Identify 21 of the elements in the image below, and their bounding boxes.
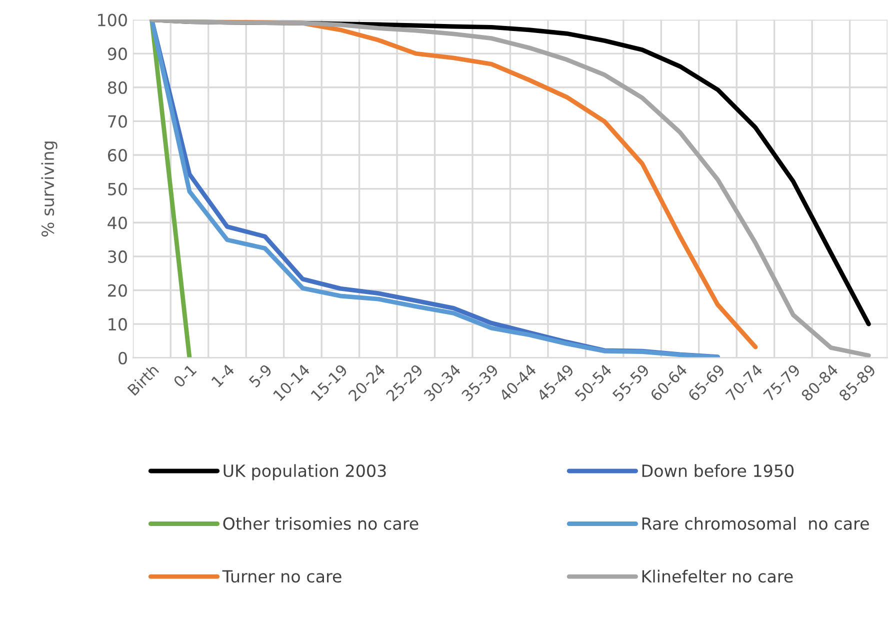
y-tick-label: 20 [108,284,127,297]
y-tick-label: 60 [108,148,127,162]
y-tick-label: 0 [118,352,127,364]
legend-label: Rare chromosomal no care [642,516,869,530]
legend-label: UK population 2003 [224,464,386,480]
y-tick-label: 90 [108,48,127,60]
y-tick-label: 80 [108,81,127,94]
y-tick-label: 100 [98,14,127,26]
legend-label: Other trisomies no care [223,516,418,530]
legend-label: Klinefelter no care [642,570,793,583]
x-tick-label: 0-1 [172,364,197,388]
legend-label: Down before 1950 [642,464,794,478]
x-tick-label: 5-9 [248,364,273,388]
y-tick-label: 50 [108,182,127,196]
x-tick-label: 1-4 [211,364,235,388]
y-tick-label: 10 [108,318,127,331]
y-tick-label: 40 [108,216,127,230]
legend-label: Turner no care [222,570,342,583]
y-tick-label: 30 [108,250,127,263]
y-tick-label: 70 [108,115,127,128]
y-axis-title: % surviving [41,142,58,237]
